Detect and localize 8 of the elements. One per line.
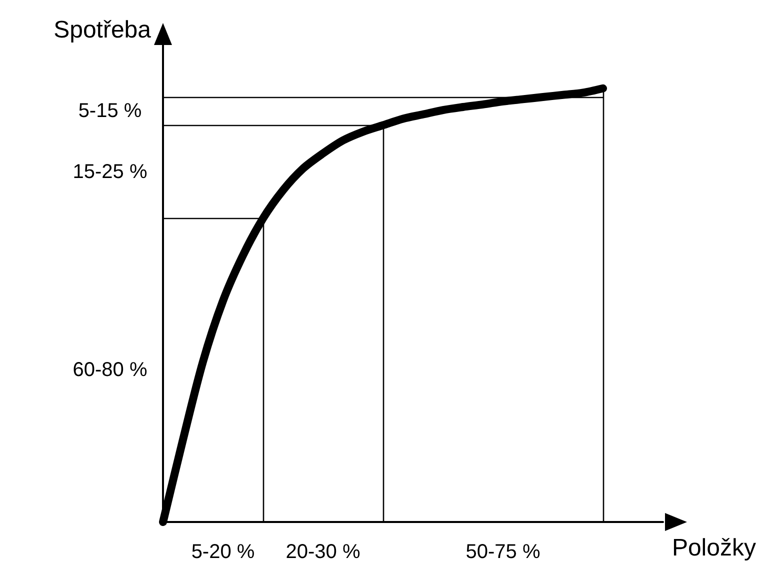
text: 60-80 %	[72, 359, 148, 382]
text: 5-15 %	[78, 100, 142, 122]
text: 5-20 %	[191, 541, 255, 563]
text: 50-75 %	[466, 541, 540, 563]
x-axis-title: Položky	[672, 534, 756, 562]
y-axis-title: Spotřeba	[54, 16, 152, 44]
text: 20-30 %	[286, 541, 360, 563]
text: 15-25 %	[72, 160, 148, 183]
